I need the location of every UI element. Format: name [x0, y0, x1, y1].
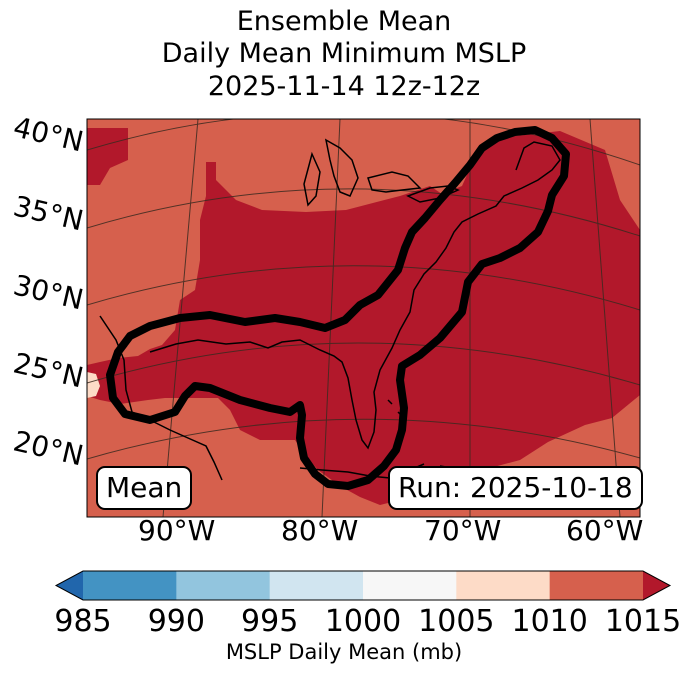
pressure-field-1005-1010 — [87, 372, 100, 398]
map-frame — [86, 118, 641, 518]
colorbar-label: MSLP Daily Mean (mb) — [225, 640, 463, 664]
lon-tick-label: 60°W — [566, 514, 644, 547]
chart-title-line-3: 2025-11-14 12z-12z — [207, 71, 481, 102]
colorbar-segment — [269, 571, 364, 600]
map-plot — [86, 118, 641, 518]
colorbar-tick-label: 1000 — [324, 604, 402, 639]
chart-title-line-1: Ensemble Mean — [236, 6, 452, 37]
colorbar-extend-high — [643, 571, 670, 600]
pressure-field-above-1015 — [87, 128, 640, 505]
colorbar-tick-label: 1010 — [511, 604, 588, 639]
colorbar-segment — [83, 571, 177, 600]
chart-title-line-2: Daily Mean Minimum MSLP — [161, 38, 527, 69]
colorbar-tick-label: 1015 — [604, 604, 682, 639]
lon-tick-label: 80°W — [281, 514, 359, 547]
colorbar-tick-label: 995 — [241, 604, 299, 639]
lon-tick-label: 70°W — [424, 514, 502, 547]
colorbar-outline — [54, 570, 672, 601]
lon-tick-label: 90°W — [138, 514, 216, 547]
colorbar-tick-label: 985 — [54, 604, 112, 639]
colorbar-segment — [363, 571, 457, 600]
colorbar-segment — [176, 571, 271, 600]
colorbar — [54, 570, 672, 601]
colorbar-segment — [456, 571, 551, 600]
colorbar-extend-low — [56, 571, 83, 600]
colorbar-tick-label: 990 — [147, 604, 205, 639]
run-date-label-box: Run: 2025-10-18 — [388, 466, 643, 510]
pressure-contour — [106, 126, 570, 490]
colorbar-segment — [549, 571, 644, 600]
mean-label-box: Mean — [96, 466, 193, 510]
colorbar-tick-label: 1005 — [418, 604, 495, 639]
